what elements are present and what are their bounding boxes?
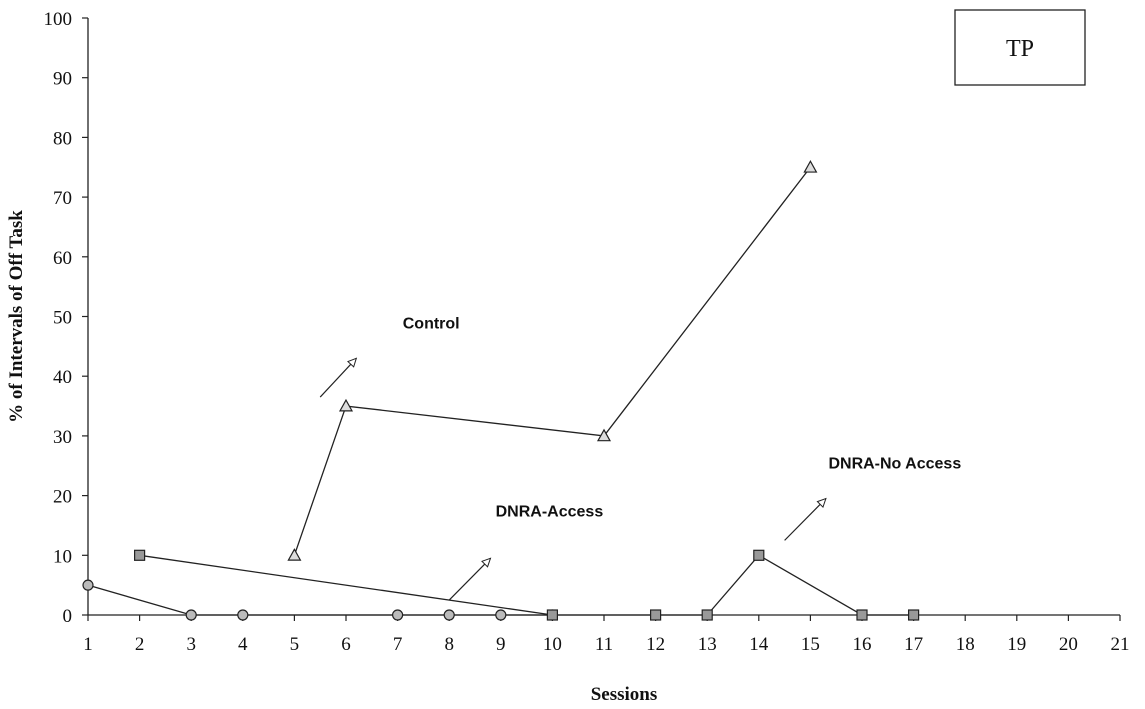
data-point-control — [288, 549, 300, 560]
tp-badge: TP — [955, 10, 1085, 85]
data-point-dnra-access — [444, 610, 454, 620]
x-tick-label: 9 — [496, 634, 506, 655]
y-tick-label: 80 — [53, 128, 72, 149]
y-tick-label: 100 — [44, 9, 73, 30]
x-tick-label: 16 — [853, 634, 872, 655]
x-tick-label: 8 — [444, 634, 454, 655]
x-tick-label: 13 — [698, 634, 717, 655]
series-dnra-access — [83, 580, 557, 620]
x-tick-label: 20 — [1059, 634, 1078, 655]
data-point-dnra-access — [83, 580, 93, 590]
x-tick-label: 21 — [1111, 634, 1130, 655]
annotation-label-dnra-access: DNRA-Access — [496, 503, 604, 520]
y-axis-title: % of Intervals of Off Task — [6, 210, 27, 423]
y-tick-label: 70 — [53, 188, 72, 209]
data-point-control — [804, 161, 816, 172]
x-tick-label: 3 — [186, 634, 196, 655]
y-tick-label: 50 — [53, 308, 72, 329]
x-tick-label: 11 — [595, 634, 613, 655]
x-tick-label: 5 — [290, 634, 300, 655]
data-point-dnra-access — [393, 610, 403, 620]
y-tick-label: 60 — [53, 248, 72, 269]
series-line-dnra-no-access — [140, 555, 914, 615]
x-tick-label: 18 — [956, 634, 975, 655]
x-tick-label: 4 — [238, 634, 248, 655]
annotation-label-control: Control — [403, 315, 460, 332]
data-point-dnra-access — [496, 610, 506, 620]
y-tick-label: 40 — [53, 367, 72, 388]
x-tick-label: 15 — [801, 634, 820, 655]
data-point-dnra-access — [186, 610, 196, 620]
y-tick-label: 20 — [53, 487, 72, 508]
data-point-control — [340, 400, 352, 411]
data-point-dnra-no-access — [909, 610, 919, 620]
y-tick-label: 10 — [53, 546, 72, 567]
x-tick-label: 10 — [543, 634, 562, 655]
data-point-dnra-no-access — [754, 550, 764, 560]
data-point-dnra-access — [238, 610, 248, 620]
y-ticks: 0 10 20 30 40 50 60 70 80 90 100 — [44, 9, 89, 627]
data-point-dnra-no-access — [702, 610, 712, 620]
annotations-group: Control DNRA-Access DNRA-No Access — [320, 315, 961, 600]
series-group — [83, 161, 919, 620]
annotation-arrow-dnra-access — [449, 558, 490, 600]
x-tick-label: 17 — [904, 634, 923, 655]
x-tick-label: 6 — [341, 634, 351, 655]
x-tick-label: 1 — [83, 634, 93, 655]
series-line-dnra-access — [88, 585, 552, 615]
x-tick-label: 12 — [646, 634, 665, 655]
data-point-dnra-no-access — [651, 610, 661, 620]
y-tick-label: 0 — [63, 606, 73, 627]
data-point-dnra-no-access — [135, 550, 145, 560]
series-control — [288, 161, 816, 560]
tp-badge-label: TP — [1006, 36, 1034, 62]
data-point-dnra-no-access — [857, 610, 867, 620]
x-ticks: 1 2 3 4 5 6 7 8 9 10 11 12 13 14 15 16 17 18 19 20 21 — [83, 615, 1129, 655]
x-tick-label: 14 — [749, 634, 769, 655]
series-dnra-no-access — [135, 550, 919, 620]
y-tick-label: 90 — [53, 69, 72, 90]
x-tick-label: 19 — [1007, 634, 1026, 655]
x-tick-label: 7 — [393, 634, 403, 655]
annotation-label-dnra-no-access: DNRA-No Access — [828, 456, 961, 473]
series-line-control — [294, 167, 810, 555]
x-tick-label: 2 — [135, 634, 145, 655]
annotation-arrow-dnra-no-access — [785, 499, 826, 541]
x-axis-title: Sessions — [591, 684, 658, 705]
y-tick-label: 30 — [53, 427, 72, 448]
data-point-dnra-no-access — [547, 610, 557, 620]
